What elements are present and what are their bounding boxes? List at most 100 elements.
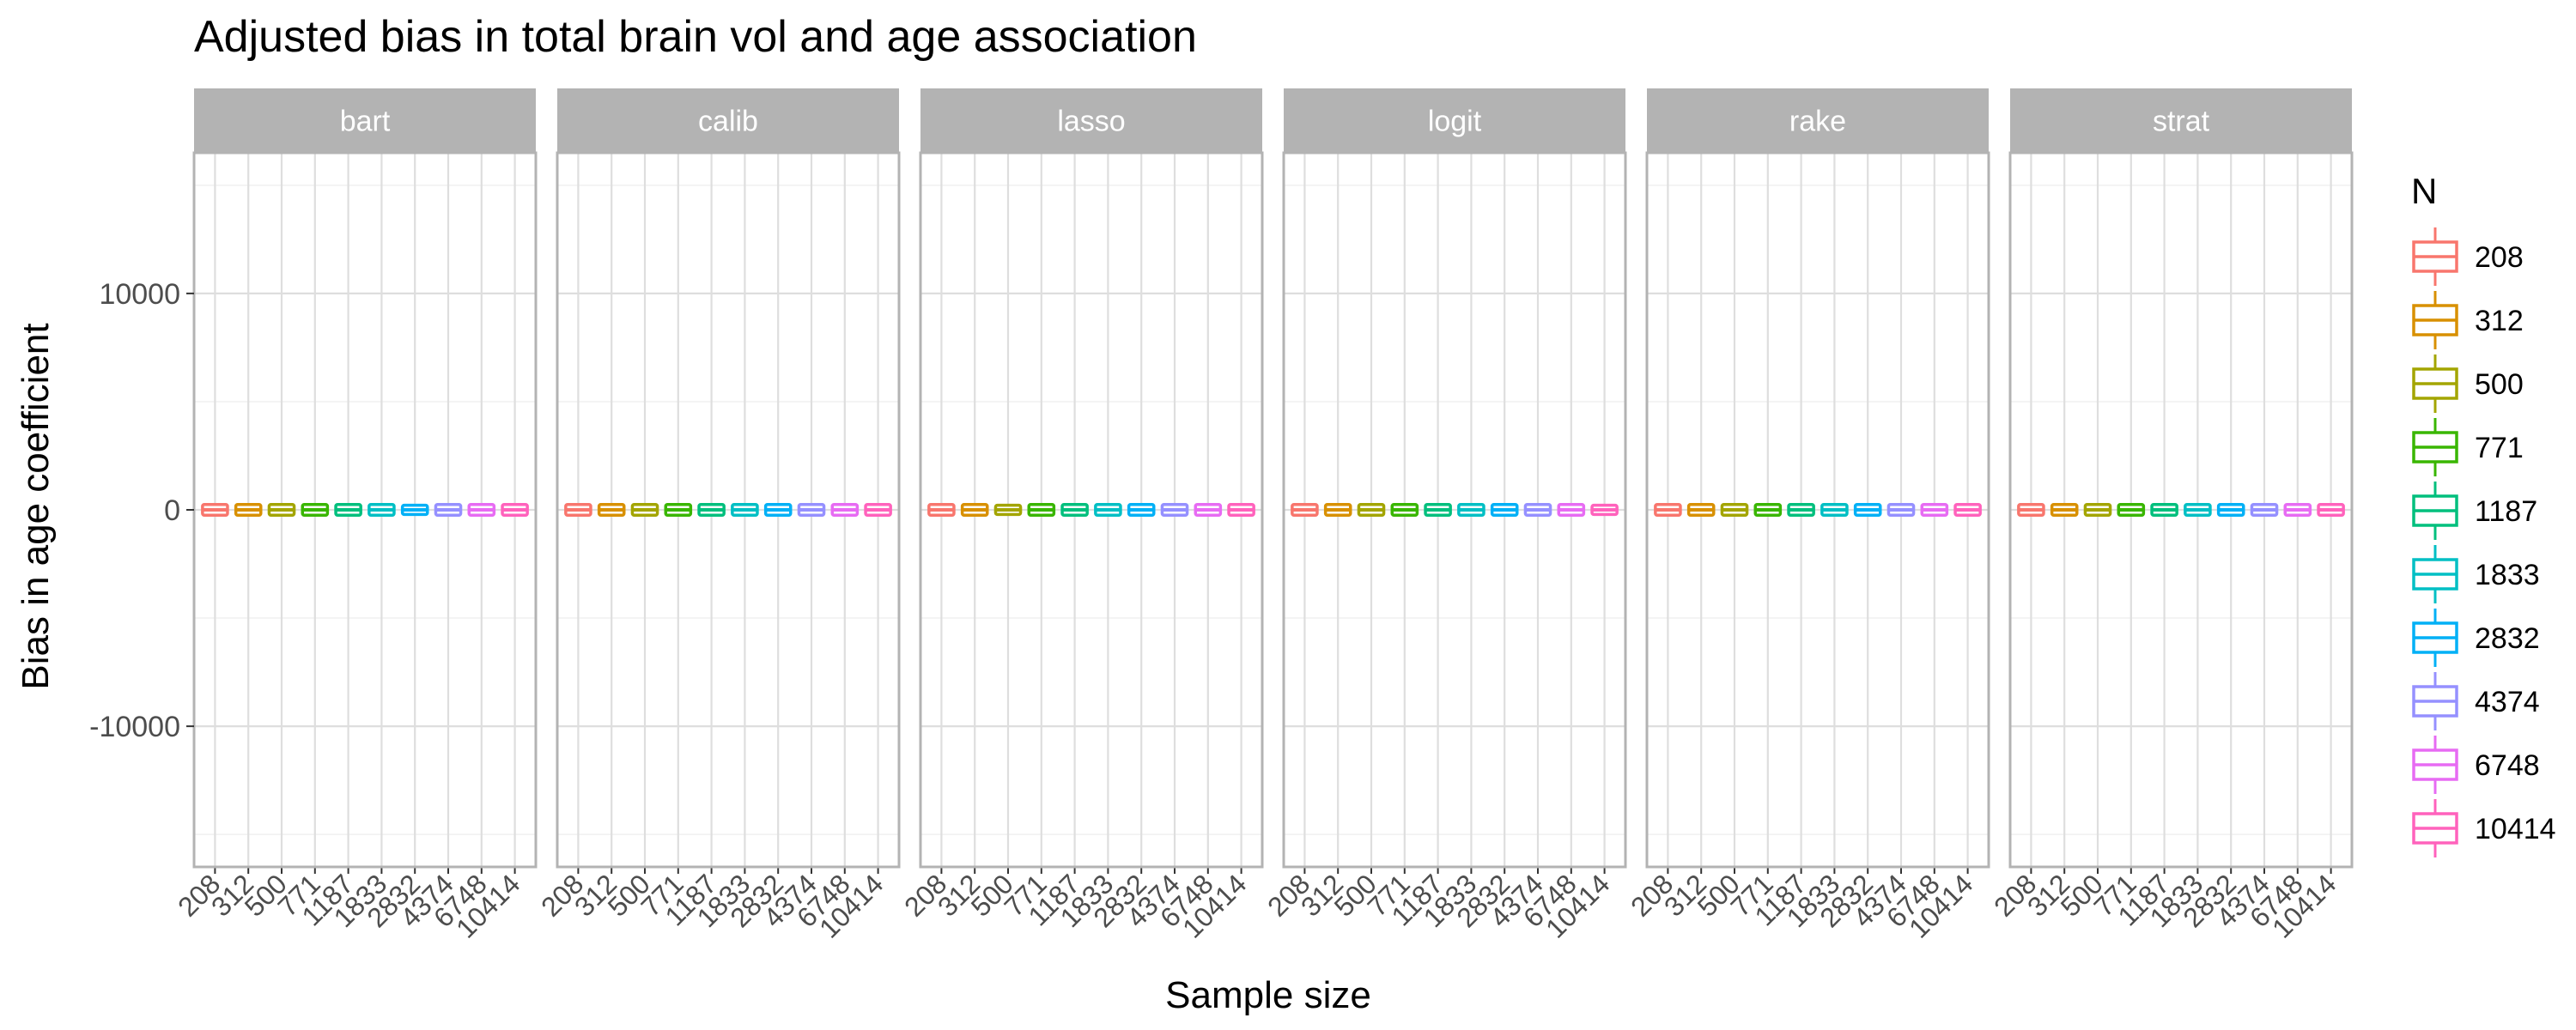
legend-item-771: 771 (2411, 415, 2524, 479)
boxplot-rake-4374 (1886, 502, 1916, 518)
boxplot-rake-10414 (1953, 502, 1982, 518)
boxplot-logit-312 (1323, 502, 1352, 518)
boxplot-lasso-10414 (1227, 502, 1255, 518)
facet-panel-bart: bart208312500771118718332832437467481041… (172, 88, 538, 944)
legend-label: 500 (2475, 368, 2524, 401)
y-axis-label: Bias in age coefficient (15, 323, 57, 689)
y-tick-label: -10000 (89, 711, 180, 743)
legend-label: 1833 (2475, 559, 2540, 591)
x-axis-label: Sample size (1165, 974, 1371, 1016)
legend-item-1187: 1187 (2411, 479, 2537, 542)
boxplot-bart-312 (234, 502, 263, 518)
boxplot-rake-208 (1654, 502, 1682, 518)
boxplot-bart-10414 (501, 502, 529, 518)
boxplot-rake-1833 (1820, 502, 1849, 518)
legend-item-1833: 1833 (2411, 542, 2540, 606)
boxplot-bart-500 (267, 502, 296, 518)
boxplot-calib-312 (597, 502, 626, 518)
boxplot-rake-6748 (1920, 502, 1949, 518)
boxplot-strat-4374 (2250, 502, 2279, 518)
boxplot-logit-4374 (1523, 502, 1552, 518)
facet-panels: bart208312500771118718332832437467481041… (172, 88, 2354, 944)
boxplot-calib-4374 (797, 502, 826, 518)
boxplot-lasso-208 (927, 502, 956, 518)
boxplot-logit-10414 (1590, 503, 1619, 517)
boxplot-lasso-312 (960, 502, 989, 518)
panel-border (1645, 151, 1990, 869)
boxplot-bart-4374 (434, 502, 463, 518)
legend-label: 312 (2475, 305, 2524, 337)
facet-strip (557, 88, 899, 153)
boxplot-strat-1187 (2150, 502, 2178, 518)
boxplot-logit-2832 (1490, 502, 1519, 518)
boxplot-rake-312 (1686, 502, 1716, 518)
facet-strip (194, 88, 536, 153)
legend-item-6748: 6748 (2411, 733, 2540, 797)
facet-panel-rake: rake208312500771118718332832437467481041… (1625, 88, 1990, 944)
boxplot-calib-771 (664, 502, 693, 518)
legend-label: 1187 (2475, 495, 2537, 528)
facet-strip-label: bart (340, 106, 391, 138)
legend-label: 771 (2475, 432, 2524, 464)
legend: N 208 312 500 771 1187 1833 2832 4374 6748 10414 (2411, 171, 2556, 860)
boxplot-logit-208 (1291, 502, 1319, 518)
facet-strip (920, 88, 1262, 153)
boxplot-bart-6748 (467, 502, 496, 518)
boxplot-lasso-1833 (1094, 502, 1122, 518)
boxplot-calib-10414 (864, 502, 892, 518)
boxplot-logit-6748 (1557, 502, 1586, 518)
facet-panel-lasso: lasso20831250077111871833283243746748104… (898, 88, 1264, 944)
boxplot-bart-2832 (400, 503, 429, 517)
chart-title: Adjusted bias in total brain vol and age… (194, 12, 1197, 62)
panel-border (556, 151, 901, 869)
legend-label: 6748 (2475, 749, 2540, 782)
boxplot-strat-10414 (2317, 502, 2345, 518)
boxplot-logit-1187 (1424, 502, 1452, 518)
facet-strip-label: lasso (1057, 106, 1125, 138)
boxplot-lasso-4374 (1160, 502, 1189, 518)
facet-strip (1647, 88, 1989, 153)
boxplot-strat-771 (2117, 502, 2146, 518)
boxplot-calib-6748 (830, 502, 860, 518)
facet-strip-label: strat (2153, 106, 2210, 138)
facet-strip-label: calib (698, 106, 758, 138)
boxplot-bart-1833 (368, 502, 396, 518)
boxplot-logit-500 (1357, 502, 1386, 518)
boxplot-lasso-2832 (1127, 502, 1156, 518)
boxplot-rake-1187 (1787, 502, 1815, 518)
boxplot-bart-771 (301, 502, 330, 518)
facet-strip-label: rake (1789, 106, 1846, 138)
boxplot-lasso-500 (993, 503, 1023, 517)
boxplot-calib-1833 (731, 502, 759, 518)
legend-label: 208 (2475, 241, 2524, 274)
facet-strip (1284, 88, 1625, 153)
boxplot-calib-500 (630, 502, 659, 518)
legend-label: 10414 (2475, 813, 2556, 845)
y-tick-label: 0 (164, 494, 180, 527)
facet-strip (2010, 88, 2352, 153)
boxplot-bart-1187 (334, 502, 362, 518)
y-tick-label: 10000 (99, 278, 180, 311)
boxplot-rake-2832 (1853, 502, 1882, 518)
boxplot-calib-208 (564, 502, 592, 518)
legend-item-500: 500 (2411, 352, 2524, 415)
legend-label: 2832 (2475, 622, 2540, 655)
boxplot-lasso-771 (1027, 502, 1056, 518)
facet-panel-calib: calib20831250077111871833283243746748104… (535, 88, 901, 944)
boxplot-logit-1833 (1457, 502, 1485, 518)
y-axis-ticks: -10000 0 10000 (89, 278, 194, 743)
facet-panel-strat: strat20831250077111871833283243746748104… (1988, 88, 2354, 944)
boxplot-calib-2832 (763, 502, 793, 518)
boxplot-strat-6748 (2283, 502, 2312, 518)
boxplot-strat-208 (2017, 502, 2045, 518)
legend-item-10414: 10414 (2411, 797, 2556, 860)
panel-border (1282, 151, 1627, 869)
facet-strip-label: logit (1428, 106, 1482, 138)
boxplot-strat-2832 (2216, 502, 2245, 518)
boxplot-lasso-6748 (1194, 502, 1223, 518)
legend-title: N (2411, 171, 2437, 211)
facet-panel-logit: logit20831250077111871833283243746748104… (1261, 88, 1627, 944)
legend-label: 4374 (2475, 686, 2540, 718)
